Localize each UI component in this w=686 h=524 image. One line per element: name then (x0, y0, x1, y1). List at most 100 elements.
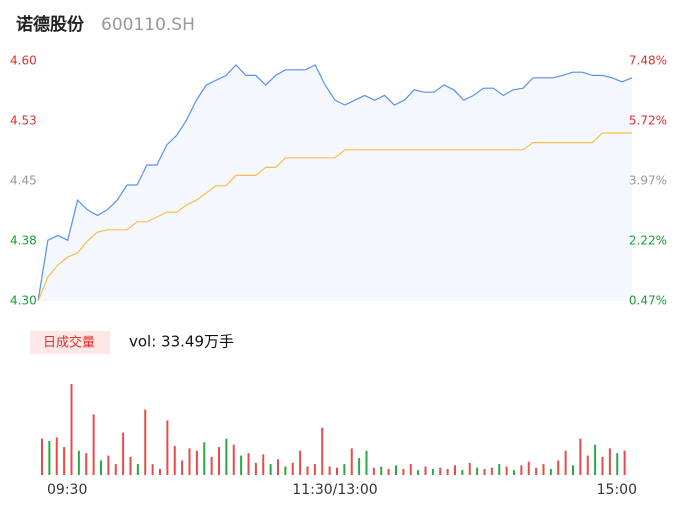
volume-bar (520, 465, 523, 475)
volume-bar (240, 455, 243, 475)
volume-bar (527, 461, 530, 475)
volume-bar (195, 450, 198, 475)
volume-bar (181, 460, 184, 475)
volume-bar (402, 468, 405, 475)
volume-bar (542, 464, 545, 475)
volume-bar (225, 438, 228, 475)
x-tick-label: 15:00 (597, 482, 637, 498)
volume-bar (254, 462, 257, 475)
volume-bar (424, 466, 427, 475)
y2-tick-label: 0.47% (629, 294, 667, 308)
volume-bar (284, 466, 287, 475)
badge: 日成交量 (43, 335, 95, 351)
y-tick-label: 4.53 (10, 114, 37, 128)
volume-bar (505, 466, 508, 475)
y-tick-label: 4.38 (10, 234, 37, 248)
volume-bar (431, 468, 434, 475)
volume-bar (380, 466, 383, 475)
volume-bar (549, 468, 552, 475)
stock-name: 诺德股份 (16, 14, 85, 35)
volume-bar (92, 414, 95, 475)
y2-tick-label: 3.97% (629, 174, 667, 188)
volume-bar (48, 441, 51, 475)
volume-bar (144, 409, 147, 475)
volume-bar (247, 453, 250, 475)
volume-bar (63, 447, 66, 475)
volume-bar (557, 460, 560, 475)
volume-bar (586, 455, 589, 475)
volume-bar (328, 466, 331, 475)
volume-bar (203, 442, 206, 475)
volume-bar (417, 470, 420, 475)
volume-bar (159, 468, 161, 475)
volume-bar (343, 464, 346, 475)
volume-bar (623, 450, 626, 475)
volume-bar (468, 462, 471, 475)
volume-bar (601, 456, 604, 475)
y-tick-label: 4.60 (10, 54, 37, 68)
x-tick-label: 11:30/13:00 (292, 482, 377, 498)
volume-bar (114, 464, 117, 475)
volume-bar (358, 458, 361, 475)
volume-bar (395, 465, 397, 475)
volume-bar (572, 465, 574, 475)
volume-bar (483, 468, 486, 475)
volume-bar (446, 468, 449, 475)
volume-bar (70, 384, 73, 475)
volume-bar (454, 465, 456, 475)
volume-bar (594, 444, 597, 475)
volume-bar (513, 470, 515, 475)
volume-bar (218, 447, 220, 475)
volume-bar (313, 464, 316, 475)
volume-bar (608, 448, 611, 475)
volume-bar (55, 437, 58, 475)
y2-tick-label: 2.22% (629, 234, 667, 248)
price-area (38, 65, 632, 301)
badge-bg (30, 331, 110, 354)
volume-bar (129, 456, 132, 475)
volume-bar (535, 467, 538, 475)
stock-code: 600110.SH (101, 15, 195, 35)
volume-bar (291, 462, 294, 475)
volume-bar (336, 467, 338, 475)
volume-bar (166, 420, 169, 475)
volume-bar (173, 445, 176, 475)
volume-bar (439, 467, 442, 475)
volume-bar (579, 438, 582, 475)
volume-bar (616, 453, 619, 475)
volume-bar (277, 459, 279, 475)
average-line (37, 132, 632, 302)
volume-bar (232, 444, 235, 475)
y-tick-label: 4.45 (10, 174, 37, 188)
volume-bar (476, 467, 479, 475)
volume-bar (564, 450, 567, 475)
volume-bar (122, 432, 125, 475)
volume-bar (151, 464, 154, 475)
volume-bar (387, 468, 390, 475)
volume-bar (262, 454, 265, 475)
vol-label: vol: 33.49万手 (129, 333, 234, 351)
price-line (37, 64, 633, 302)
y2-tick-label: 7.48% (629, 54, 667, 68)
volume-bar (188, 448, 191, 475)
volume-bar (85, 453, 88, 475)
volume-bar (210, 456, 213, 475)
volume-bar (490, 467, 493, 475)
volume-bar (107, 455, 110, 475)
volume-bar (321, 427, 324, 475)
volume-bar (269, 464, 272, 475)
y2-tick-label: 5.72% (629, 114, 667, 128)
volume-bar (299, 450, 302, 475)
volume-bar (100, 460, 102, 475)
volume-bar (372, 467, 375, 475)
volume-bar (41, 438, 43, 475)
volume-bar (306, 466, 309, 475)
x-tick-label: 09:30 (47, 482, 87, 498)
volume-bar (409, 464, 412, 475)
volume-bar (136, 464, 139, 475)
volume-bar (365, 450, 368, 475)
y-tick-label: 4.30 (10, 294, 37, 308)
volume-bar (461, 470, 464, 475)
volume-bar (498, 464, 501, 475)
